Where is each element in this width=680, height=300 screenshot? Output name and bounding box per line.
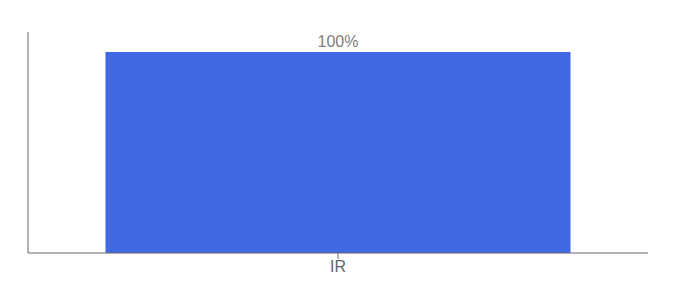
svg-text:IR: IR — [330, 258, 346, 275]
svg-text:100%: 100% — [318, 33, 359, 50]
